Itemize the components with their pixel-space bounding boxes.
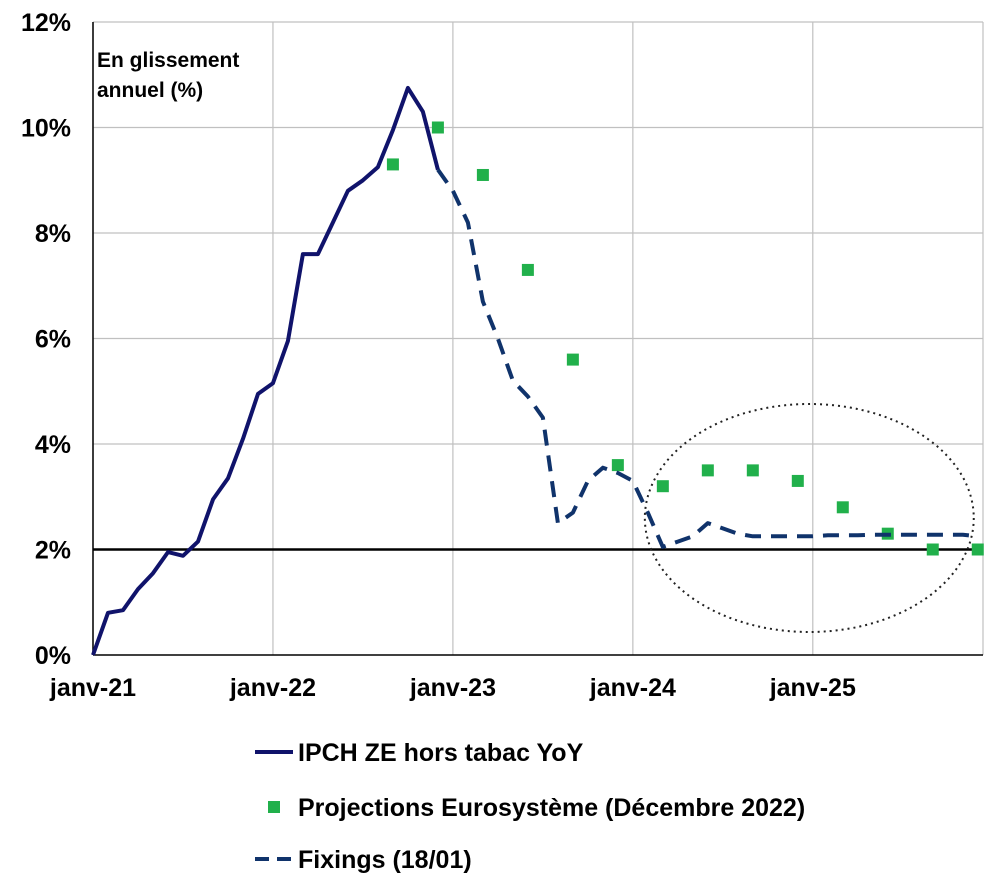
projection-marker: [656, 480, 669, 493]
axes: [92, 22, 983, 656]
highlight-ellipse: [643, 403, 975, 633]
y-tick-label: 6%: [35, 326, 71, 354]
y-tick-label: 8%: [35, 220, 71, 248]
tick-labels: 0% 2% 4% 6% 8% 10% 12% janv-21 janv-22 janv-23 jan…: [21, 9, 856, 702]
series-line-fixings: [436, 168, 979, 549]
projection-marker: [791, 474, 804, 487]
projection-marker: [746, 464, 759, 477]
projection-marker: [431, 121, 444, 134]
series-line-ipch: [91, 85, 440, 656]
grid-lines: [92, 21, 984, 655]
y-axis-label-line: En glissement: [97, 49, 239, 72]
x-tick-label: janv-24: [589, 674, 676, 702]
projection-marker: [611, 459, 624, 472]
legend-label: IPCH ZE hors tabac YoY: [298, 739, 584, 767]
projection-marker: [836, 501, 849, 514]
series-layer: [91, 85, 984, 656]
legend-marker-icon: [268, 801, 280, 813]
x-tick-label: janv-25: [769, 674, 856, 702]
y-axis-label: En glissement annuel (%): [97, 49, 239, 102]
projection-marker: [701, 464, 714, 477]
projection-marker: [566, 353, 579, 366]
legend-label: Fixings (18/01): [298, 846, 472, 874]
projection-marker: [476, 168, 489, 181]
projection-marker: [521, 263, 534, 276]
projection-marker: [971, 543, 984, 556]
x-tick-label: janv-22: [229, 674, 316, 702]
y-tick-label: 0%: [35, 642, 71, 670]
y-tick-label: 2%: [35, 537, 71, 565]
legend-label: Projections Eurosystème (Décembre 2022): [298, 794, 805, 822]
legend: IPCH ZE hors tabac YoY Projections Eurosy…: [255, 739, 805, 874]
projection-marker: [386, 158, 399, 171]
x-tick-label: janv-21: [49, 674, 136, 702]
projection-marker: [926, 543, 939, 556]
annotation-layer: [643, 403, 975, 633]
x-tick-label: janv-23: [409, 674, 496, 702]
y-tick-label: 4%: [35, 431, 71, 459]
y-axis-label-line: annuel (%): [97, 79, 203, 102]
y-tick-label: 12%: [21, 9, 71, 37]
y-tick-label: 10%: [21, 115, 71, 143]
